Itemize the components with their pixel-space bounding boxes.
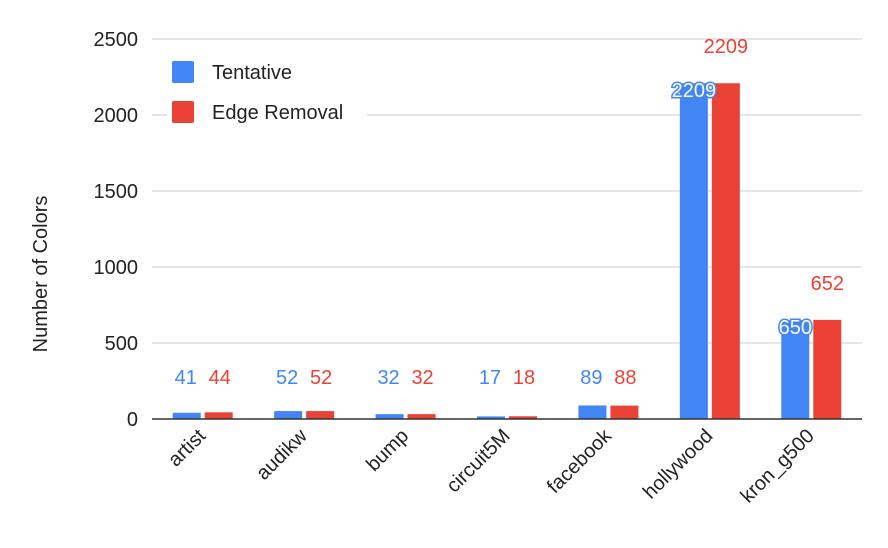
- bar-kron_g500-tentative: [781, 320, 810, 419]
- x-tick-label: circuit5M: [442, 425, 514, 497]
- data-label: 2209: [672, 80, 717, 102]
- data-label: 44: [209, 367, 231, 389]
- x-tick-label: artist: [164, 425, 211, 472]
- y-tick-label: 500: [105, 333, 138, 355]
- data-labels: 41 44 52 52 32 32 17 18 89 88 2209 2209 650 652: [175, 36, 844, 389]
- bar-artist-edge-removal: [204, 412, 233, 419]
- x-tick-label: kron_g500: [736, 425, 818, 507]
- bar-circuit5M-edge-removal: [509, 416, 537, 419]
- data-label: 18: [513, 367, 535, 389]
- y-tick-label: 2500: [94, 29, 139, 51]
- bar-bump-edge-removal: [407, 414, 436, 419]
- data-label: 652: [811, 273, 844, 295]
- x-axis-ticks: artist audikw bump circuit5M facebook hollywo…: [164, 424, 819, 507]
- bar-facebook-edge-removal: [610, 405, 639, 419]
- data-label: 41: [175, 367, 197, 389]
- data-label: 17: [479, 367, 501, 389]
- bars: [172, 83, 842, 420]
- bar-facebook-tentative: [578, 405, 607, 419]
- data-label: 650: [779, 317, 812, 339]
- y-tick-label: 2000: [94, 105, 139, 127]
- x-tick-label: bump: [362, 425, 413, 476]
- y-tick-label: 0: [127, 409, 138, 431]
- legend-background: [167, 48, 367, 133]
- x-tick-label: facebook: [543, 424, 617, 498]
- bar-kron_g500-edge-removal: [813, 319, 842, 419]
- bar-hollywood-tentative: [679, 83, 708, 420]
- legend-swatch: [172, 101, 194, 123]
- y-tick-label: 1000: [94, 257, 139, 279]
- data-label: 2209: [704, 36, 749, 58]
- x-tick-label: hollywood: [639, 425, 717, 503]
- legend: Tentative Edge Removal: [167, 48, 367, 133]
- data-label: 32: [411, 367, 433, 389]
- legend-swatch: [172, 61, 194, 83]
- x-tick-label: audikw: [252, 425, 312, 485]
- y-tick-label: 1500: [94, 181, 139, 203]
- bar-artist-tentative: [172, 412, 201, 419]
- data-label: 88: [614, 367, 636, 389]
- data-label: 32: [377, 367, 399, 389]
- bar-audikw-tentative: [274, 411, 303, 419]
- bar-hollywood-edge-removal: [711, 83, 740, 420]
- y-axis-ticks: 0 500 1000 1500 2000 2500: [94, 29, 139, 431]
- data-label: 52: [276, 367, 298, 389]
- bar-audikw-edge-removal: [306, 411, 335, 419]
- y-axis-label: Number of Colors: [30, 196, 52, 353]
- legend-label: Edge Removal: [212, 102, 343, 124]
- data-label: 89: [580, 367, 602, 389]
- bar-circuit5M-tentative: [477, 416, 505, 419]
- bar-bump-tentative: [375, 414, 404, 419]
- data-label: 52: [310, 367, 332, 389]
- legend-label: Tentative: [212, 62, 292, 84]
